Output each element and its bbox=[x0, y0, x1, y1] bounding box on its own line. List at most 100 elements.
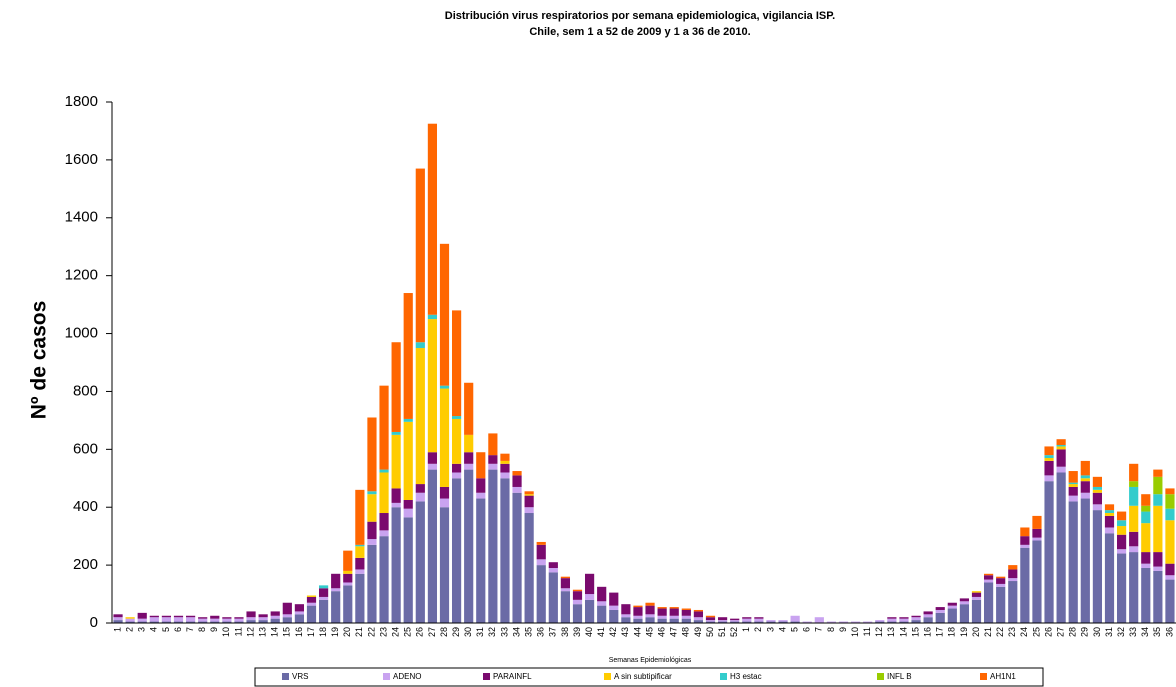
x-tick-label: 24 bbox=[391, 627, 401, 637]
bar-segment bbox=[983, 575, 994, 580]
bar-segment bbox=[210, 621, 220, 623]
y-tick-label: 1400 bbox=[65, 209, 98, 226]
bar-segment bbox=[996, 583, 1006, 587]
x-tick-label: 5 bbox=[790, 627, 800, 632]
bar-segment bbox=[681, 608, 691, 610]
bar-segment bbox=[1116, 549, 1127, 554]
x-tick-label: 14 bbox=[270, 627, 280, 637]
bar-segment bbox=[560, 578, 571, 589]
bar-segment bbox=[149, 615, 159, 618]
bar-segment bbox=[1165, 494, 1175, 509]
bar-segment bbox=[983, 579, 994, 583]
bar-segment bbox=[355, 573, 365, 623]
bar-segment bbox=[439, 243, 450, 386]
x-tick-label: 24 bbox=[1019, 627, 1029, 637]
bar-segment bbox=[742, 617, 752, 619]
x-tick-label: 10 bbox=[221, 627, 231, 637]
bar-segment bbox=[959, 598, 970, 602]
bar-segment bbox=[1153, 566, 1163, 571]
bar-segment bbox=[536, 541, 546, 545]
x-tick-label: 35 bbox=[524, 627, 534, 637]
bar-segment bbox=[693, 617, 704, 621]
bar-segment bbox=[1165, 575, 1175, 580]
bar-segment bbox=[947, 605, 957, 609]
bar-segment bbox=[1153, 476, 1163, 495]
bar-segment bbox=[669, 608, 679, 616]
bar-segment bbox=[427, 314, 438, 320]
bar-segment bbox=[427, 452, 438, 464]
bar-segment bbox=[899, 621, 909, 623]
bar-segment bbox=[1165, 508, 1175, 521]
x-tick-label: 2 bbox=[125, 627, 135, 632]
bar-segment bbox=[524, 494, 534, 496]
bar-segment bbox=[597, 586, 607, 602]
bar-segment bbox=[1008, 578, 1018, 582]
bar-segment bbox=[548, 562, 558, 569]
bar-segment bbox=[343, 585, 353, 623]
x-tick-label: 17 bbox=[306, 627, 316, 637]
bar-segment bbox=[645, 605, 655, 615]
bar-segment bbox=[403, 499, 413, 509]
bar-segment bbox=[657, 608, 667, 616]
bar-segment bbox=[584, 599, 595, 623]
legend-box bbox=[254, 667, 1044, 687]
bar-segment bbox=[500, 478, 510, 623]
bar-segment bbox=[1008, 581, 1018, 623]
y-tick-label: 1200 bbox=[65, 267, 98, 284]
bar-segment bbox=[681, 615, 691, 619]
bar-segment bbox=[343, 550, 353, 571]
bar-segment bbox=[427, 463, 438, 470]
bar-segment bbox=[391, 488, 401, 503]
bar-segment bbox=[234, 618, 244, 622]
bar-segment bbox=[1165, 579, 1175, 623]
bar-segment bbox=[1080, 475, 1090, 479]
bar-segment bbox=[355, 489, 365, 545]
bar-segment bbox=[1129, 463, 1139, 482]
bar-segment bbox=[730, 618, 740, 621]
bar-segment bbox=[657, 607, 667, 609]
bar-segment bbox=[367, 494, 377, 522]
bar-segment bbox=[161, 617, 172, 622]
bar-segment bbox=[1116, 511, 1127, 521]
legend-label: H3 estac bbox=[730, 672, 762, 681]
bar-segment bbox=[1104, 504, 1115, 511]
bar-segment bbox=[403, 418, 413, 422]
bar-segment bbox=[1044, 458, 1054, 461]
bar-segment bbox=[1129, 546, 1139, 553]
x-tick-label: 8 bbox=[826, 627, 836, 632]
bar-segment bbox=[560, 576, 571, 579]
bar-segment bbox=[911, 617, 921, 621]
bar-segment bbox=[923, 614, 933, 618]
bar-segment bbox=[161, 621, 172, 623]
x-tick-label: 19 bbox=[959, 627, 969, 637]
bar-segment bbox=[306, 595, 317, 597]
bar-segment bbox=[1129, 531, 1139, 547]
x-tick-label: 1 bbox=[741, 627, 751, 632]
x-tick-label: 3 bbox=[137, 627, 147, 632]
bar-segment bbox=[512, 475, 522, 487]
legend-label: ADENO bbox=[393, 672, 421, 681]
bar-segment bbox=[754, 617, 764, 619]
bar-segment bbox=[717, 621, 728, 623]
bar-segment bbox=[451, 310, 462, 417]
legend-label: A sin subtipificar bbox=[614, 672, 672, 681]
x-tick-label: 5 bbox=[161, 627, 171, 632]
bar-segment bbox=[584, 594, 595, 600]
bar-segment bbox=[609, 609, 619, 623]
x-tick-label: 49 bbox=[693, 627, 703, 637]
bar-segment bbox=[415, 492, 425, 502]
bar-segment bbox=[633, 615, 643, 619]
bar-segment bbox=[1116, 553, 1127, 623]
bar-segment bbox=[899, 617, 909, 619]
bar-segment bbox=[1044, 460, 1054, 476]
bar-segment bbox=[282, 617, 292, 623]
bar-segment bbox=[657, 615, 667, 619]
x-tick-label: 6 bbox=[173, 627, 183, 632]
bar-segment bbox=[548, 568, 558, 573]
bar-segment bbox=[766, 620, 776, 622]
x-tick-label: 27 bbox=[427, 627, 437, 637]
bar-segment bbox=[1044, 481, 1054, 623]
bar-segment bbox=[693, 611, 704, 618]
bar-segment bbox=[222, 621, 232, 623]
